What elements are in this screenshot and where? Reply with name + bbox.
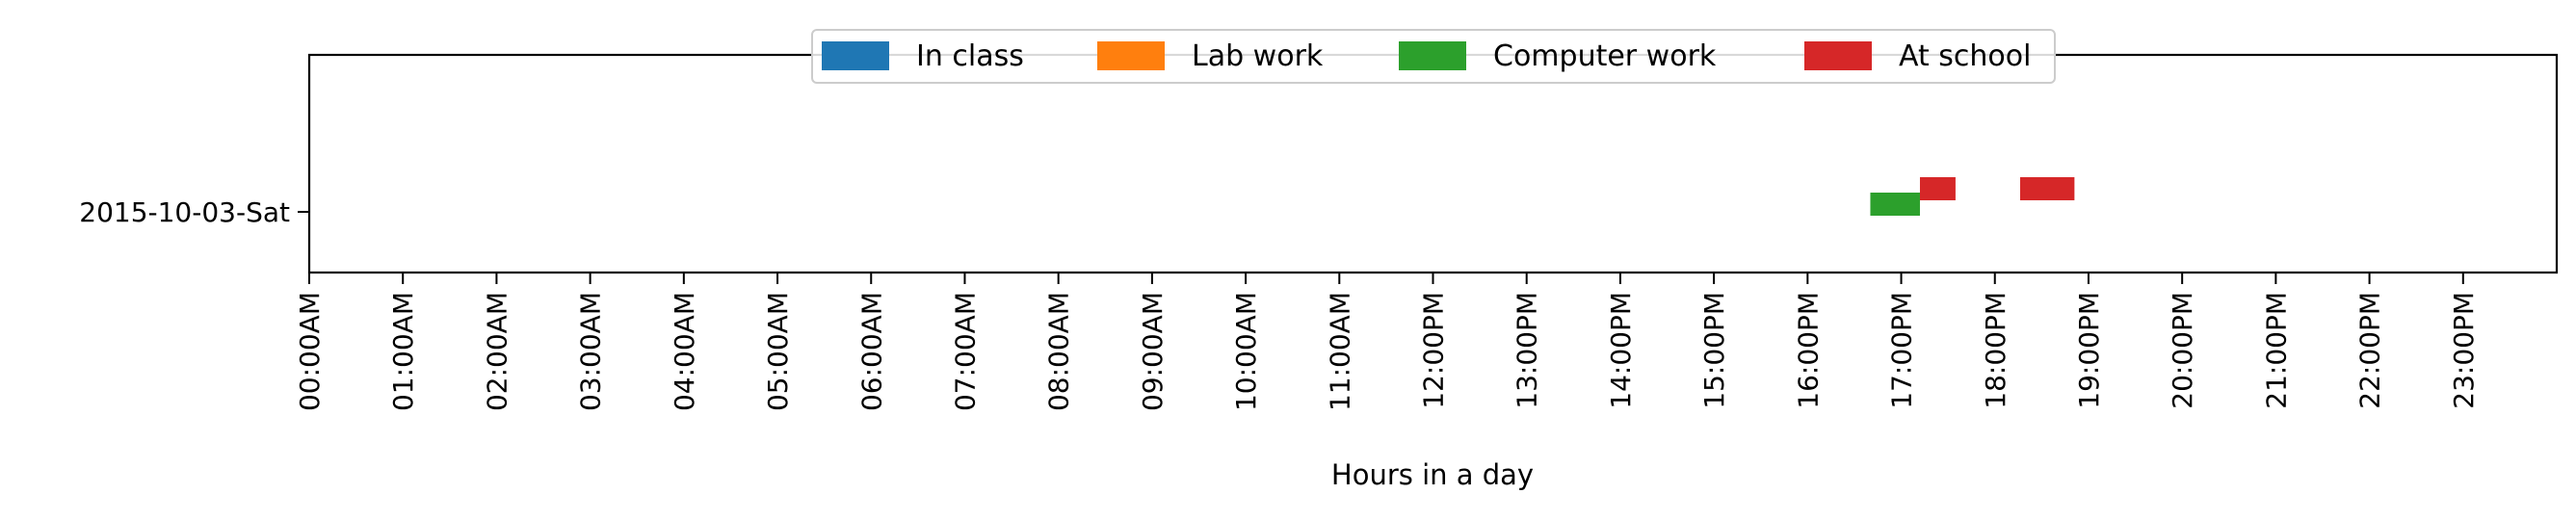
legend: In class Lab work Computer work At school	[811, 29, 2056, 84]
x-tick-label: 04:00AM	[669, 292, 700, 411]
x-axis-label: Hours in a day	[1331, 458, 1534, 491]
x-tick-label: 11:00AM	[1324, 292, 1355, 411]
legend-swatch	[822, 41, 889, 70]
x-tick-label: 13:00PM	[1511, 292, 1543, 409]
x-tick-label: 08:00AM	[1043, 292, 1075, 411]
x-tick-label: 10:00AM	[1230, 292, 1262, 411]
x-tick-label: 09:00AM	[1137, 292, 1169, 411]
x-tick-label: 02:00AM	[481, 292, 513, 411]
x-tick-label: 14:00PM	[1605, 292, 1637, 409]
legend-label: In class	[916, 39, 1024, 73]
x-tick-label: 15:00PM	[1698, 292, 1730, 409]
x-tick-label: 00:00AM	[294, 292, 326, 411]
legend-swatch	[1097, 41, 1165, 70]
x-tick-label: 07:00AM	[949, 292, 981, 411]
legend-swatch	[1399, 41, 1466, 70]
legend-label: Lab work	[1192, 39, 1324, 73]
x-tick-label: 20:00PM	[2167, 292, 2198, 409]
x-tick-label: 12:00PM	[1418, 292, 1450, 409]
x-tick-label: 06:00AM	[855, 292, 887, 411]
x-axis-ticks: 00:00AM 01:00AM 02:00AM 03:00AM 04:00AM 05:00…	[294, 273, 2480, 411]
x-tick-label: 03:00AM	[575, 292, 607, 411]
x-tick-label: 22:00PM	[2354, 292, 2386, 409]
interval-bar	[2019, 177, 2075, 200]
x-tick-label: 23:00PM	[2448, 292, 2480, 409]
legend-label: At school	[1899, 39, 2031, 73]
interval-bar	[1919, 177, 1956, 200]
plot-frame	[307, 53, 2559, 274]
legend-swatch	[1804, 41, 1872, 70]
x-tick-label: 01:00AM	[387, 292, 419, 411]
x-tick-label: 21:00PM	[2260, 292, 2292, 409]
y-category-label: 2015-10-03-Sat	[79, 196, 290, 228]
x-tick-label: 16:00PM	[1792, 292, 1824, 409]
x-tick-label: 19:00PM	[2073, 292, 2105, 409]
x-tick-label: 17:00PM	[1886, 292, 1918, 409]
x-tick-label: 05:00AM	[762, 292, 794, 411]
y-axis-ticks: 2015-10-03-Sat	[79, 196, 309, 228]
chart-marks	[1870, 177, 2075, 216]
x-tick-label: 18:00PM	[1980, 292, 2011, 409]
legend-label: Computer work	[1493, 39, 1717, 73]
interval-bar	[1870, 193, 1920, 216]
